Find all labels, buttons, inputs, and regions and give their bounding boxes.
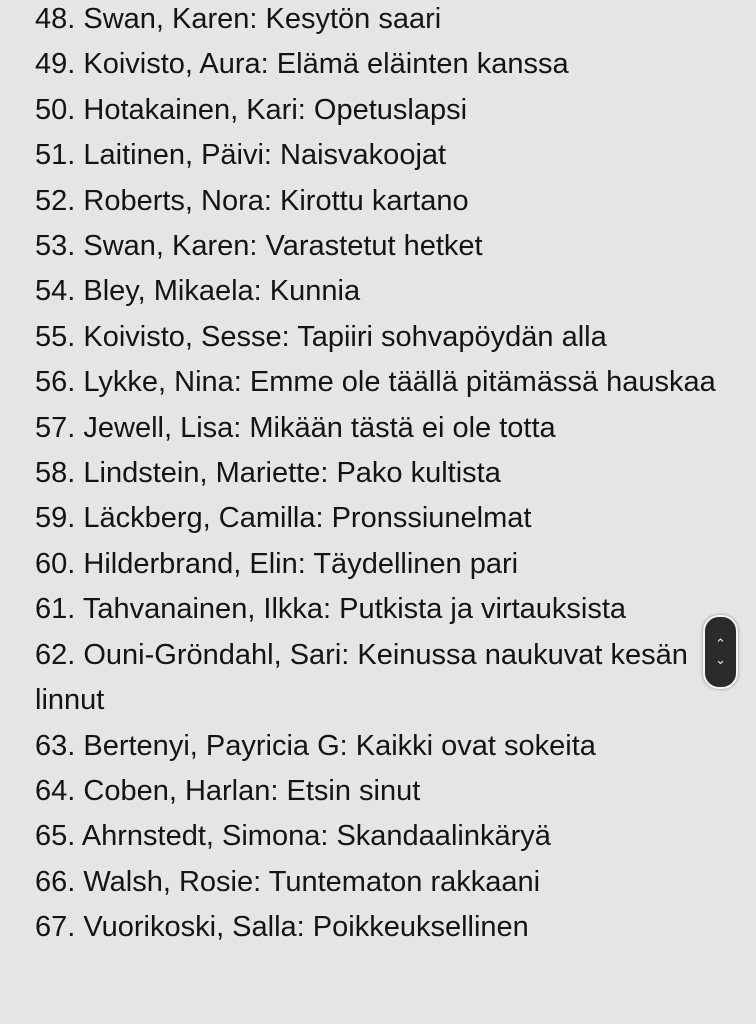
list-item: 62. Ouni-Gröndahl, Sari: Keinussa naukuv… bbox=[35, 638, 688, 717]
list-item: 57. Jewell, Lisa: Mikään tästä ei ole to… bbox=[35, 411, 556, 444]
list-item: 56. Lykke, Nina: Emme ole täällä pitämäs… bbox=[35, 366, 716, 399]
chevron-up-icon: ⌃ bbox=[715, 636, 726, 651]
fast-scroll-handle[interactable]: ⌃ ⌄ bbox=[703, 615, 738, 689]
list-item: 49. Koivisto, Aura: Elämä eläinten kanss… bbox=[35, 48, 569, 81]
list-item: 66. Walsh, Rosie: Tuntematon rakkaani bbox=[35, 865, 541, 898]
list-item: 63. Bertenyi, Payricia G: Kaikki ovat so… bbox=[35, 729, 596, 762]
list-item: 48. Swan, Karen: Kesytön saari bbox=[35, 3, 442, 35]
list-item: 58. Lindstein, Mariette: Pako kultista bbox=[35, 457, 501, 490]
chevron-down-icon: ⌄ bbox=[715, 652, 726, 667]
list-item: 60. Hilderbrand, Elin: Täydellinen pari bbox=[35, 547, 519, 580]
list-item: 67. Vuorikoski, Salla: Poikkeuksellinen bbox=[35, 911, 529, 944]
list-item: 64. Coben, Harlan: Etsin sinut bbox=[35, 774, 421, 807]
list-item: 61. Tahvanainen, Ilkka: Putkista ja virt… bbox=[35, 593, 627, 626]
list-item: 65. Ahrnstedt, Simona: Skandaalinkäryä bbox=[35, 820, 551, 853]
list-item: 55. Koivisto, Sesse: Tapiiri sohvapöydän… bbox=[35, 320, 607, 353]
book-list: 48. Swan, Karen: Kesytön saari 49. Koivis… bbox=[35, 0, 750, 951]
list-item: 53. Swan, Karen: Varastetut hetket bbox=[35, 230, 483, 263]
list-item: 51. Laitinen, Päivi: Naisvakoojat bbox=[35, 139, 447, 172]
list-item: 50. Hotakainen, Kari: Opetuslapsi bbox=[35, 93, 468, 126]
list-item: 52. Roberts, Nora: Kirottu kartano bbox=[35, 184, 469, 217]
list-item: 54. Bley, Mikaela: Kunnia bbox=[35, 275, 361, 308]
list-item: 59. Läckberg, Camilla: Pronssiunelmat bbox=[35, 502, 532, 535]
